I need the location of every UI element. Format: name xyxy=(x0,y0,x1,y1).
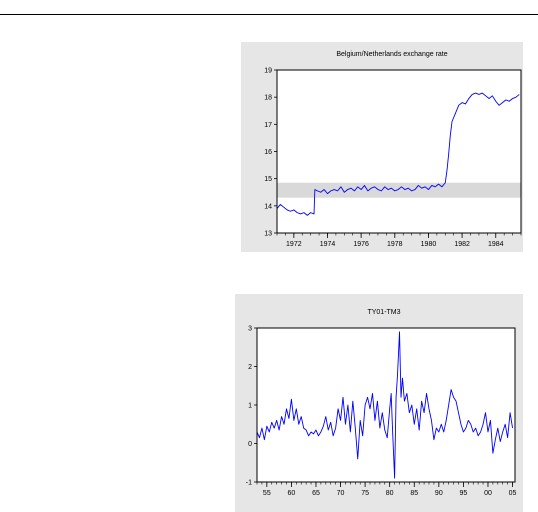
x-tick-label: 95 xyxy=(460,490,468,497)
y-tick-label: 14 xyxy=(264,203,272,210)
x-tick-label: 60 xyxy=(288,490,296,497)
chart-title: Belgium/Netherlands exchange rate xyxy=(336,51,447,58)
x-tick-label: 55 xyxy=(263,490,271,497)
y-tick-label: 15 xyxy=(264,176,272,183)
x-tick-label: 1972 xyxy=(286,241,302,248)
exchange-rate-chart: Belgium/Netherlands exchange rate 13 14 15… xyxy=(264,51,522,248)
x-tick-label: 00 xyxy=(484,490,492,497)
x-tick-label: 1980 xyxy=(421,241,437,248)
plot-frame xyxy=(276,69,522,234)
ty01-tm3-chart: TY01-TM3 -1 0 1 2 3 55 60 65 70 75 80 85 90 95 00 05 xyxy=(246,309,517,497)
exchange-rate-chart-panel: Belgium/Netherlands exchange rate 13 14 15… xyxy=(241,42,523,252)
x-tick-label: 90 xyxy=(435,490,443,497)
x-tick-label: 65 xyxy=(312,490,320,497)
ty01-tm3-chart-panel: TY01-TM3 -1 0 1 2 3 55 60 65 70 75 80 85 90 95 00 05 xyxy=(235,294,523,512)
y-tick-label: 13 xyxy=(264,231,272,238)
x-tick-label: 1974 xyxy=(320,241,336,248)
x-tick-label: 1984 xyxy=(488,241,504,248)
series-line xyxy=(276,92,520,216)
y-tick-label: 3 xyxy=(248,326,252,333)
x-tick-label: 85 xyxy=(410,490,418,497)
chart-title: TY01-TM3 xyxy=(367,309,400,316)
plot-area xyxy=(277,70,521,233)
series-line xyxy=(256,331,513,479)
y-tick-label: 17 xyxy=(264,122,272,129)
shaded-band xyxy=(277,182,521,198)
plot-frame xyxy=(256,327,516,483)
x-tick-label: 70 xyxy=(337,490,345,497)
y-tick-label: 18 xyxy=(264,95,272,102)
y-tick-label: 19 xyxy=(264,68,272,75)
x-tick-label: 80 xyxy=(386,490,394,497)
y-tick-label: 2 xyxy=(248,364,252,371)
y-tick-label: -1 xyxy=(246,480,252,487)
x-tick-label: 1978 xyxy=(387,241,403,248)
y-tick-label: 0 xyxy=(248,441,252,448)
x-tick-label: 05 xyxy=(509,490,517,497)
plot-area xyxy=(257,328,515,482)
y-tick-label: 1 xyxy=(248,403,252,410)
x-tick-label: 1982 xyxy=(454,241,470,248)
x-tick-label: 1976 xyxy=(353,241,369,248)
x-tick-label: 75 xyxy=(361,490,369,497)
y-tick-label: 16 xyxy=(264,149,272,156)
top-divider xyxy=(0,14,538,15)
